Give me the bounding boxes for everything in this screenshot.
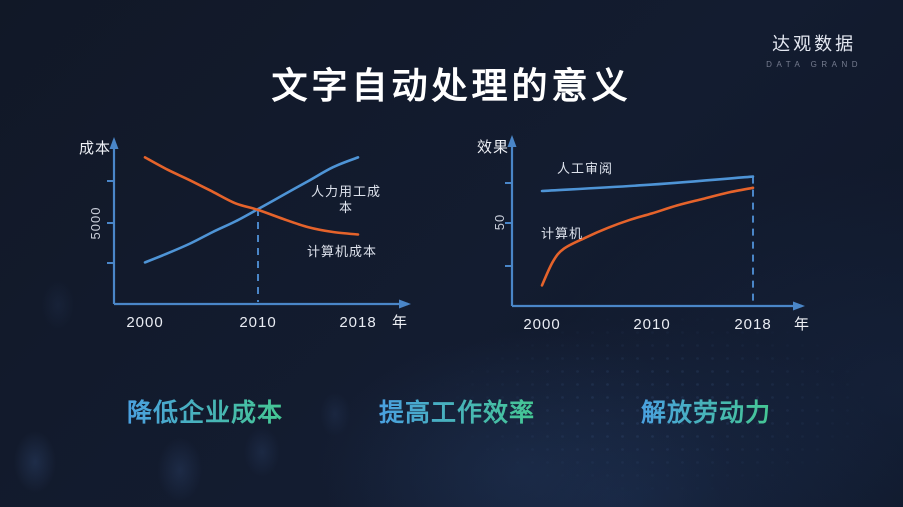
x-tick-label: 2010 <box>239 314 277 331</box>
series-label-manual-review: 人工审阅 <box>557 161 614 176</box>
series-label-computer-cost: 计算机成本 <box>307 244 378 259</box>
x-tick-label: 2018 <box>734 316 772 333</box>
brand-name: 达观数据 <box>772 34 857 54</box>
x-tick-label: 2018 <box>339 314 377 331</box>
cost-chart-canvas <box>107 137 411 309</box>
x-tick-label: 2000 <box>523 316 561 333</box>
series-label-computer: 计算机 <box>541 226 584 241</box>
cost-chart-x-axis-label: 年 <box>392 314 409 331</box>
brand-logo: 达观数据 DATA GRAND <box>766 30 862 69</box>
brand-tagline: DATA GRAND <box>766 60 862 69</box>
cost-chart-y-axis-label: 成本 <box>79 140 112 157</box>
y-tick-label: 5000 <box>87 206 103 240</box>
x-tick-label: 2010 <box>633 316 671 333</box>
benefit-reduce-cost: 降低企业成本 <box>127 393 283 429</box>
page-title: 文字自动处理的意义 <box>271 65 632 106</box>
benefit-free-labor: 解放劳动力 <box>641 393 771 429</box>
y-tick-label: 50 <box>491 213 507 231</box>
effect-chart-y-axis-label: 效果 <box>477 139 510 156</box>
benefit-improve-efficiency: 提高工作效率 <box>379 393 535 429</box>
series-label-labor-cost: 人力用工成本 <box>310 184 381 216</box>
effect-chart-canvas <box>505 135 805 311</box>
effect-chart-x-axis-label: 年 <box>794 316 811 333</box>
x-tick-label: 2000 <box>126 314 164 331</box>
